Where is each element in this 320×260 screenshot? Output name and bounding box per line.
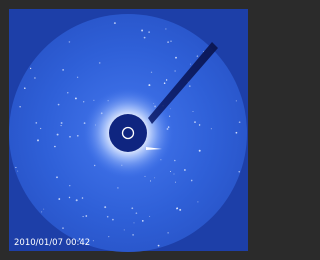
star	[239, 171, 240, 172]
star	[19, 106, 20, 107]
star	[69, 136, 71, 138]
star	[170, 108, 171, 109]
coronagraph-view: 2010/01/07 00:42	[0, 0, 254, 260]
star	[69, 185, 70, 186]
star	[175, 182, 176, 183]
star	[104, 206, 106, 208]
star	[41, 211, 42, 212]
star	[77, 135, 79, 137]
star	[24, 87, 26, 89]
star	[93, 100, 94, 101]
star	[197, 55, 199, 57]
star	[61, 125, 62, 126]
star	[141, 30, 143, 32]
star	[17, 171, 18, 172]
star	[61, 122, 63, 124]
star	[34, 77, 36, 79]
star	[77, 77, 78, 78]
star	[184, 169, 186, 171]
star	[199, 124, 200, 125]
star	[150, 180, 151, 181]
star	[165, 28, 166, 29]
star	[239, 121, 241, 123]
star	[173, 173, 174, 174]
star	[75, 97, 77, 99]
star	[37, 139, 39, 141]
timestamp: 2010/01/07 00:42	[14, 238, 90, 248]
star	[57, 134, 59, 136]
star	[108, 236, 109, 237]
star	[211, 128, 212, 129]
star	[83, 101, 84, 102]
star	[154, 177, 155, 178]
star	[236, 100, 237, 101]
star	[132, 234, 134, 236]
star	[107, 216, 109, 218]
star	[112, 219, 114, 221]
star	[124, 229, 125, 230]
star	[62, 69, 64, 71]
star	[191, 180, 193, 182]
star	[133, 222, 134, 223]
star	[15, 167, 16, 168]
star	[174, 160, 176, 162]
star	[131, 207, 133, 209]
star	[99, 62, 101, 64]
star	[149, 216, 150, 217]
star	[54, 146, 56, 148]
star	[176, 207, 178, 209]
star	[83, 216, 84, 217]
star	[35, 122, 37, 124]
star	[199, 150, 201, 152]
star	[69, 197, 70, 198]
star	[189, 85, 191, 87]
star	[85, 215, 87, 217]
star	[148, 31, 150, 33]
star	[164, 82, 166, 84]
star	[194, 121, 196, 123]
star	[236, 132, 238, 134]
star	[58, 198, 60, 200]
star	[82, 197, 84, 199]
star	[167, 41, 169, 43]
star	[144, 37, 146, 39]
star	[175, 57, 177, 59]
star	[197, 201, 198, 202]
star	[142, 220, 144, 222]
page: 2010/01/07 00:42 (() => { const data = J…	[0, 0, 254, 260]
star	[40, 128, 41, 129]
star	[166, 79, 167, 80]
star	[148, 84, 150, 86]
star	[43, 209, 44, 210]
star	[93, 240, 94, 241]
star	[30, 68, 31, 69]
star	[114, 22, 116, 24]
star	[69, 41, 71, 43]
star	[193, 111, 194, 112]
star	[94, 165, 95, 166]
star	[158, 245, 160, 247]
star	[190, 64, 191, 65]
star	[179, 209, 181, 211]
star	[58, 104, 60, 106]
star	[151, 72, 152, 73]
star	[62, 227, 64, 229]
star	[136, 212, 138, 214]
star	[167, 232, 168, 233]
star	[170, 171, 171, 172]
occulter-disk	[109, 114, 147, 152]
star	[67, 92, 68, 93]
star	[76, 199, 78, 201]
star	[174, 70, 175, 71]
star	[56, 176, 58, 178]
star	[170, 41, 171, 42]
star	[117, 187, 119, 189]
star	[145, 176, 146, 177]
